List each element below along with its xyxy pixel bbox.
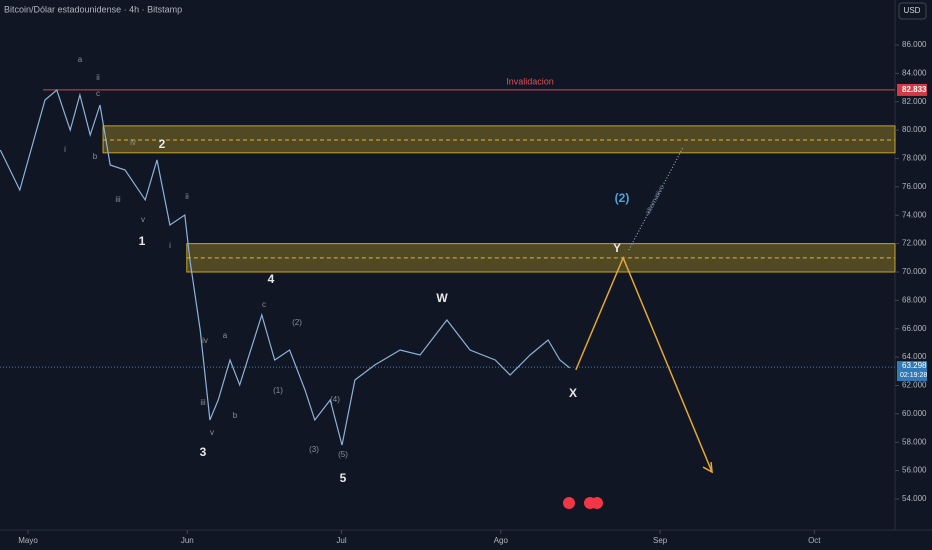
wave-label: 5 xyxy=(340,471,347,485)
x-tick-label: Jun xyxy=(181,536,194,545)
wave-label: 2 xyxy=(159,137,166,151)
event-icons xyxy=(102,125,896,509)
x-tick-label: Jul xyxy=(336,536,346,545)
wave-label: v xyxy=(210,428,214,437)
wave-label: Y xyxy=(613,241,621,255)
y-tick-label: 70.000 xyxy=(902,267,927,276)
y-tick-label: 66.000 xyxy=(902,324,927,333)
wave-label: W xyxy=(436,291,448,305)
wave-label: iii xyxy=(115,195,121,204)
y-tick-label: 80.000 xyxy=(902,125,927,134)
wave-label: 1 xyxy=(139,234,146,248)
currency-button[interactable] xyxy=(898,2,927,20)
wave-label: 3 xyxy=(200,445,207,459)
last-price-label: 63.298 xyxy=(902,361,927,370)
wave-label: ii xyxy=(96,73,100,82)
y-tick-label: 86.000 xyxy=(902,40,927,49)
y-tick-label: 84.000 xyxy=(902,68,927,77)
y-tick-label: 74.000 xyxy=(902,210,927,219)
wave-label: (2) xyxy=(615,191,630,205)
wave-label: iii xyxy=(200,398,206,407)
invalidation-tag xyxy=(897,83,927,96)
invalidation-label: 82.833 xyxy=(902,85,927,94)
y-tick-label: 54.000 xyxy=(902,494,927,503)
event-icon[interactable] xyxy=(591,497,603,509)
wave-label: 4 xyxy=(268,272,275,286)
wave-label: b xyxy=(93,152,98,161)
x-tick-label: Sep xyxy=(653,536,668,545)
y-tick-label: 78.000 xyxy=(902,154,927,163)
countdown: 02:19:28 xyxy=(900,372,927,379)
price-line xyxy=(0,88,571,446)
wave-label: a xyxy=(223,331,228,340)
y-tick-label: 76.000 xyxy=(902,182,927,191)
wave-label: (4) xyxy=(330,395,340,404)
wave-label: i xyxy=(169,241,171,250)
wave-label: iv xyxy=(130,138,136,147)
y-tick-label: 64.000 xyxy=(902,352,927,361)
wave-label: (3) xyxy=(309,445,319,454)
y-tick-label: 72.000 xyxy=(902,239,927,248)
x-tick-label: Oct xyxy=(808,536,821,545)
wave-label: iv xyxy=(202,336,208,345)
wave-label: b xyxy=(233,411,238,420)
y-tick-label: 68.000 xyxy=(902,295,927,304)
wave-label: (5) xyxy=(338,450,348,459)
y-tick-label: 62.000 xyxy=(902,381,927,390)
wave-label: v xyxy=(141,215,145,224)
chart-title: Bitcoin/Dólar estadounidense · 4h · Bits… xyxy=(4,4,182,14)
zone xyxy=(102,125,896,154)
projection-arrowhead xyxy=(702,461,713,474)
wave-label: a xyxy=(78,55,83,64)
wave-label: c xyxy=(262,300,266,309)
projection-path xyxy=(575,255,713,473)
last-price-tag xyxy=(897,361,927,382)
wave-label: (1) xyxy=(273,386,283,395)
alternative-path xyxy=(628,147,684,251)
wave-label: (2) xyxy=(292,318,302,327)
x-tick-label: Mayo xyxy=(18,536,38,545)
wave-label: ii xyxy=(185,192,189,201)
invalidation-text: Invalidacion xyxy=(506,76,554,86)
currency-label[interactable]: USD xyxy=(904,6,921,15)
y-tick-label: 82.000 xyxy=(902,97,927,106)
wave-label: X xyxy=(569,386,577,400)
event-icon[interactable] xyxy=(563,497,575,509)
x-tick-label: Ago xyxy=(494,536,509,545)
y-tick-label: 58.000 xyxy=(902,437,927,446)
wave-label: i xyxy=(64,145,66,154)
y-tick-label: 60.000 xyxy=(902,409,927,418)
y-tick-label: 56.000 xyxy=(902,466,927,475)
wave-label: c xyxy=(96,89,100,98)
